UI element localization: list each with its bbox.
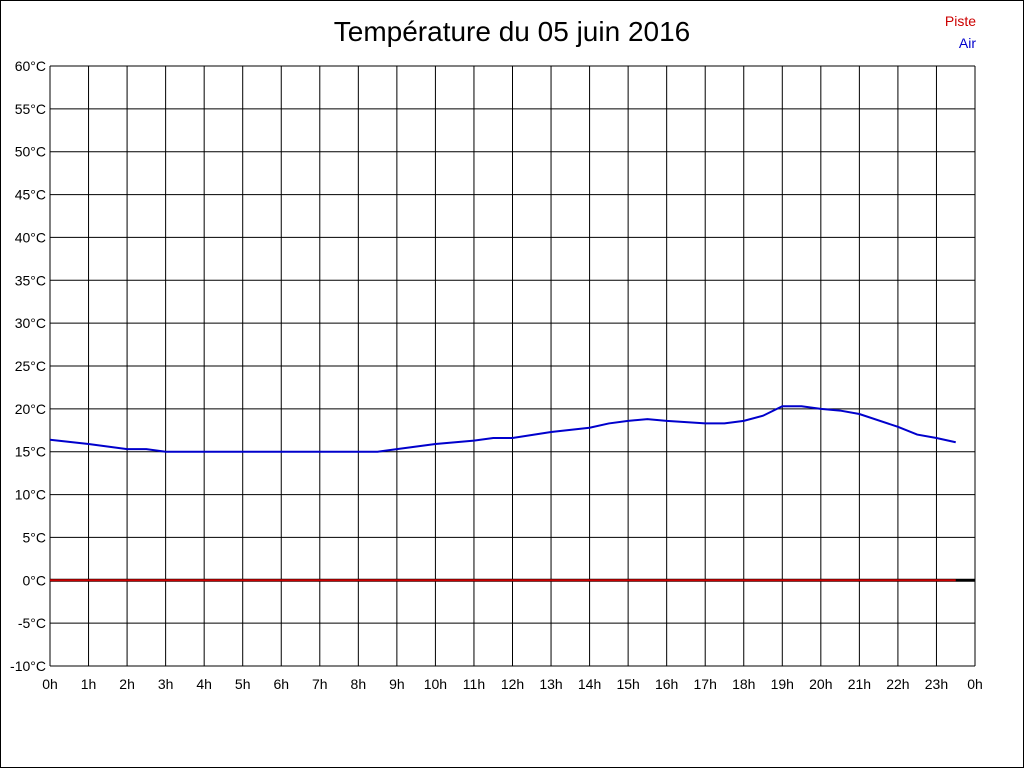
x-tick-label: 23h [925,676,948,692]
legend-air: Air [958,35,976,51]
x-tick-label: 15h [616,676,639,692]
y-tick-label: -10°C [10,658,46,674]
chart-title: Température du 05 juin 2016 [333,16,691,47]
y-tick-label: 25°C [15,358,46,374]
y-tick-label: 40°C [15,229,46,245]
y-tick-label: -5°C [18,615,46,631]
y-tick-label: 35°C [15,272,46,288]
x-tick-label: 21h [848,676,871,692]
x-tick-label: 20h [809,676,832,692]
x-tick-label: 11h [463,676,485,692]
y-tick-label: 60°C [15,58,46,74]
legend-piste: Piste [944,13,976,29]
x-tick-label: 9h [389,676,405,692]
x-tick-label: 10h [424,676,447,692]
y-tick-label: 10°C [15,487,46,503]
y-tick-label: 55°C [15,101,46,117]
x-tick-label: 1h [81,676,97,692]
x-tick-label: 3h [158,676,174,692]
y-tick-label: 50°C [15,144,46,160]
x-tick-label: 7h [312,676,328,692]
y-tick-label: 5°C [23,529,47,545]
x-tick-label: 22h [886,676,909,692]
x-tick-label: 6h [273,676,289,692]
x-tick-label: 13h [539,676,562,692]
x-tick-label: 2h [119,676,135,692]
x-tick-label: 16h [655,676,678,692]
x-tick-label: 12h [501,676,524,692]
x-tick-label: 19h [771,676,794,692]
y-tick-label: 45°C [15,187,46,203]
x-tick-label: 18h [732,676,755,692]
x-tick-label: 0h [42,676,58,692]
x-tick-label: 0h [967,676,983,692]
x-tick-label: 14h [578,676,601,692]
y-tick-label: 20°C [15,401,46,417]
series-line-air [49,405,956,453]
x-tick-label: 4h [196,676,212,692]
x-tick-label: 5h [235,676,251,692]
x-tick-label: 8h [351,676,367,692]
y-tick-label: 0°C [23,572,47,588]
x-tick-label: 17h [694,676,717,692]
y-tick-label: 30°C [15,315,46,331]
y-tick-label: 15°C [15,444,46,460]
